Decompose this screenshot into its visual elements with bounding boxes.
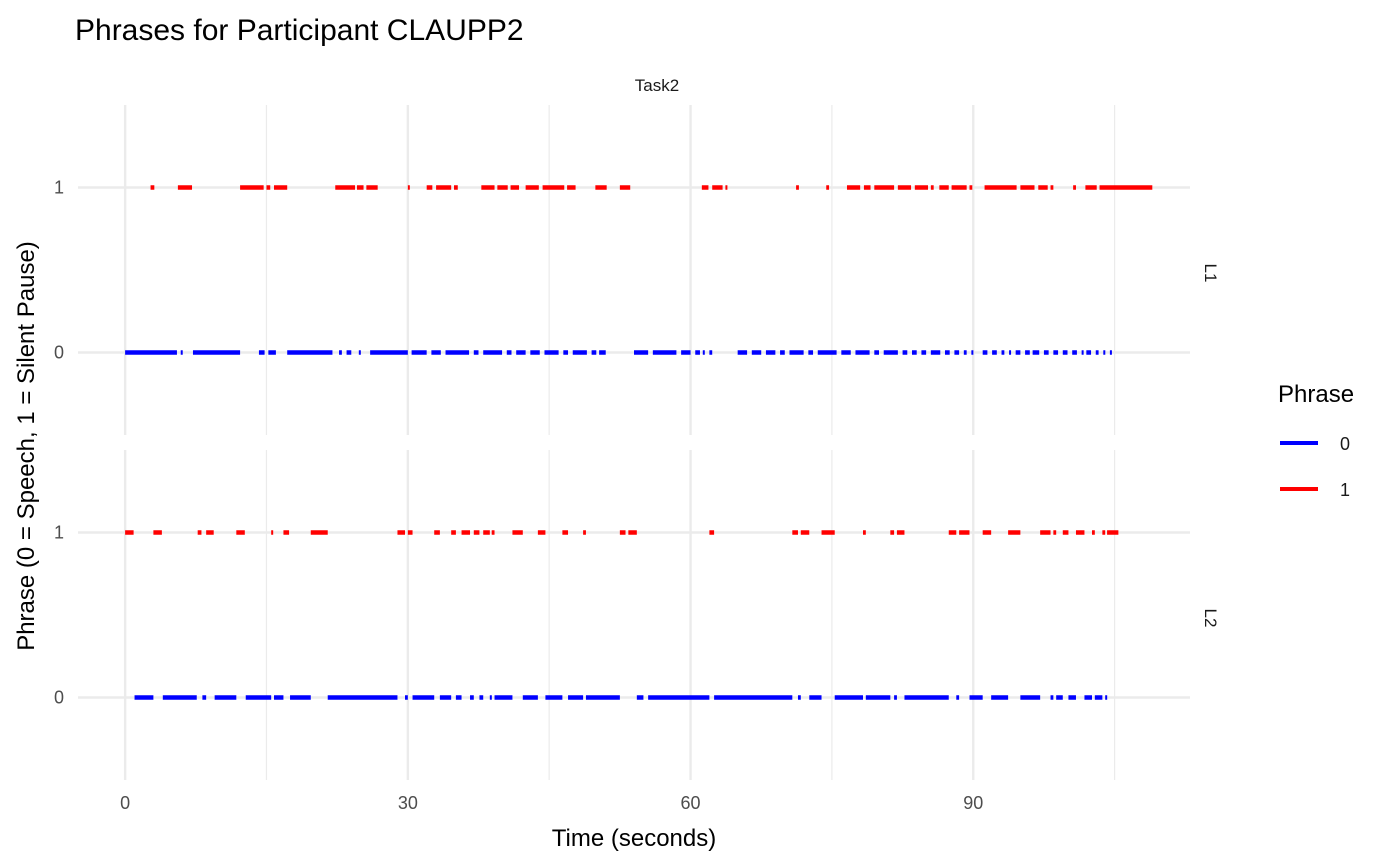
legend: Phrase 0 1 [1278,381,1354,500]
facet-strip-task2: Task2 [635,76,679,95]
y-tick-label: 1 [54,178,64,198]
panel-l2: 01 [54,450,1190,780]
x-tick-label: 90 [963,793,983,813]
x-axis-title: Time (seconds) [552,825,716,852]
x-tick-label: 0 [120,793,130,813]
y-tick-label: 0 [54,688,64,708]
chart-title: Phrases for Participant CLAUPP2 [75,14,524,47]
facet-strip-l2: L2 [1201,609,1220,628]
facet-strip-l1: L1 [1201,264,1220,283]
y-tick-label: 0 [54,343,64,363]
y-axis-title: Phrase (0 = Speech, 1 = Silent Pause) [13,241,40,651]
legend-label-0: 0 [1340,434,1350,454]
legend-label-1: 1 [1340,480,1350,500]
legend-title: Phrase [1278,381,1354,408]
y-tick-label: 1 [54,523,64,543]
x-tick-label: 60 [681,793,701,813]
x-tick-label: 30 [398,793,418,813]
panel-l1: 01 [54,105,1190,435]
x-axis-ticks: 0 30 60 90 [120,793,983,813]
